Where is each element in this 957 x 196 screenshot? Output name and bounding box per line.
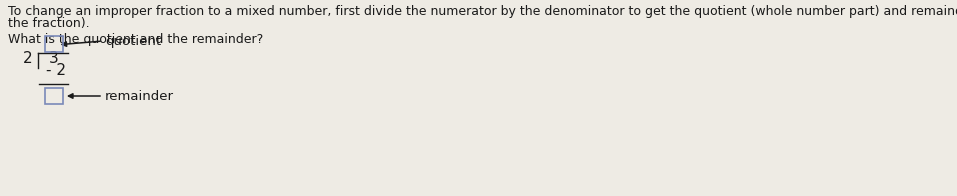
Text: 3: 3 (49, 51, 59, 66)
Text: quotient: quotient (105, 34, 161, 47)
Text: 2: 2 (23, 51, 33, 66)
Bar (45, 36, 63, 52)
Text: To change an improper fraction to a mixed number, first divide the numerator by : To change an improper fraction to a mixe… (8, 5, 957, 18)
Text: remainder: remainder (105, 90, 174, 103)
Text: - 2: - 2 (46, 63, 66, 78)
Bar (45, 88, 63, 104)
Text: What is the quotient and the remainder?: What is the quotient and the remainder? (8, 33, 263, 46)
Text: the fraction).: the fraction). (8, 17, 90, 30)
